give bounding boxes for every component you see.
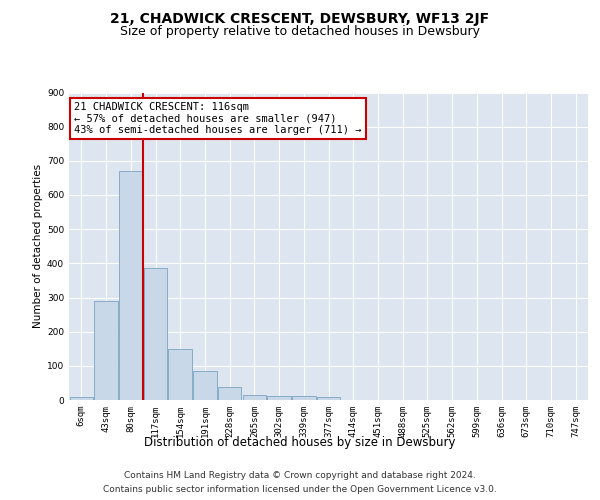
Bar <box>119 171 143 400</box>
Bar <box>242 395 266 400</box>
Y-axis label: Number of detached properties: Number of detached properties <box>33 164 43 328</box>
Bar <box>218 387 241 400</box>
Bar <box>268 396 291 400</box>
Text: Size of property relative to detached houses in Dewsbury: Size of property relative to detached ho… <box>120 25 480 38</box>
Text: 21, CHADWICK CRESCENT, DEWSBURY, WF13 2JF: 21, CHADWICK CRESCENT, DEWSBURY, WF13 2J… <box>110 12 490 26</box>
Bar <box>169 349 192 400</box>
Text: Contains public sector information licensed under the Open Government Licence v3: Contains public sector information licen… <box>103 484 497 494</box>
Bar <box>94 301 118 400</box>
Text: 21 CHADWICK CRESCENT: 116sqm
← 57% of detached houses are smaller (947)
43% of s: 21 CHADWICK CRESCENT: 116sqm ← 57% of de… <box>74 102 362 135</box>
Bar <box>144 268 167 400</box>
Bar <box>317 397 340 400</box>
Text: Distribution of detached houses by size in Dewsbury: Distribution of detached houses by size … <box>144 436 456 449</box>
Bar <box>70 398 93 400</box>
Bar <box>193 371 217 400</box>
Bar <box>292 396 316 400</box>
Text: Contains HM Land Registry data © Crown copyright and database right 2024.: Contains HM Land Registry data © Crown c… <box>124 472 476 480</box>
